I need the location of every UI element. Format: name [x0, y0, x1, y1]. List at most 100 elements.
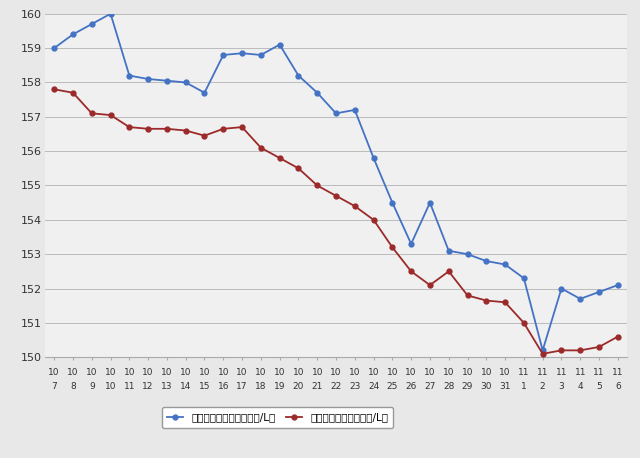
Text: 21: 21	[312, 382, 323, 391]
レギュラー看板価格（円/L）	[144, 76, 152, 82]
レギュラー実売価格円/L）	[201, 133, 209, 138]
レギュラー看板価格（円/L）	[351, 107, 358, 113]
Text: 10: 10	[67, 368, 79, 377]
レギュラー実売価格円/L）	[388, 245, 396, 250]
Text: 22: 22	[330, 382, 342, 391]
Text: 24: 24	[368, 382, 379, 391]
Text: 11: 11	[612, 368, 623, 377]
Text: 18: 18	[255, 382, 267, 391]
レギュラー実売価格円/L）	[257, 145, 265, 150]
レギュラー看板価格（円/L）	[107, 11, 115, 16]
レギュラー実売価格円/L）	[88, 110, 95, 116]
Text: 19: 19	[274, 382, 285, 391]
レギュラー看板価格（円/L）	[370, 155, 378, 161]
レギュラー看板価格（円/L）	[445, 248, 452, 254]
Text: 13: 13	[161, 382, 173, 391]
レギュラー実売価格円/L）	[332, 193, 340, 199]
レギュラー実売価格円/L）	[595, 344, 603, 349]
Text: 6: 6	[615, 382, 621, 391]
レギュラー看板価格（円/L）	[69, 32, 77, 37]
レギュラー実売価格円/L）	[144, 126, 152, 131]
Text: 10: 10	[49, 368, 60, 377]
レギュラー実売価格円/L）	[276, 155, 284, 161]
レギュラー看板価格（円/L）	[276, 42, 284, 47]
Text: 23: 23	[349, 382, 360, 391]
Text: 10: 10	[274, 368, 285, 377]
Text: 7: 7	[51, 382, 57, 391]
Text: 10: 10	[218, 368, 229, 377]
レギュラー看板価格（円/L）	[501, 262, 509, 267]
Text: 10: 10	[142, 368, 154, 377]
レギュラー実売価格円/L）	[614, 334, 621, 339]
Text: 10: 10	[405, 368, 417, 377]
Text: 11: 11	[518, 368, 530, 377]
Text: 16: 16	[218, 382, 229, 391]
レギュラー実売価格円/L）	[445, 268, 452, 274]
レギュラー実売価格円/L）	[501, 300, 509, 305]
Text: 25: 25	[387, 382, 398, 391]
Text: 4: 4	[577, 382, 583, 391]
Text: 28: 28	[443, 382, 454, 391]
レギュラー看板価格（円/L）	[539, 348, 547, 353]
レギュラー実売価格円/L）	[294, 165, 302, 171]
Text: 20: 20	[292, 382, 304, 391]
Legend: レギュラー看板価格（円/L）, レギュラー実売価格円/L）: レギュラー看板価格（円/L）, レギュラー実売価格円/L）	[163, 407, 393, 428]
Text: 15: 15	[199, 382, 211, 391]
レギュラー看板価格（円/L）	[220, 52, 227, 58]
レギュラー実売価格円/L）	[557, 348, 565, 353]
Text: 8: 8	[70, 382, 76, 391]
レギュラー看板価格（円/L）	[483, 258, 490, 264]
Text: 1: 1	[521, 382, 527, 391]
Text: 11: 11	[593, 368, 605, 377]
レギュラー看板価格（円/L）	[577, 296, 584, 302]
レギュラー実売価格円/L）	[125, 125, 133, 130]
Text: 10: 10	[124, 368, 135, 377]
レギュラー実売価格円/L）	[238, 125, 246, 130]
レギュラー看板価格（円/L）	[407, 241, 415, 246]
Text: 10: 10	[368, 368, 380, 377]
レギュラー実売価格円/L）	[351, 203, 358, 209]
レギュラー実売価格円/L）	[463, 293, 471, 298]
Text: 9: 9	[89, 382, 95, 391]
Text: 3: 3	[559, 382, 564, 391]
レギュラー実売価格円/L）	[520, 320, 528, 326]
レギュラー実売価格円/L）	[220, 126, 227, 131]
レギュラー看板価格（円/L）	[332, 110, 340, 116]
Text: 27: 27	[424, 382, 436, 391]
レギュラー看板価格（円/L）	[426, 200, 434, 205]
レギュラー看板価格（円/L）	[294, 73, 302, 78]
Text: 14: 14	[180, 382, 191, 391]
レギュラー実売価格円/L）	[163, 126, 171, 131]
Text: 10: 10	[312, 368, 323, 377]
レギュラー看板価格（円/L）	[238, 50, 246, 56]
Text: 11: 11	[575, 368, 586, 377]
Text: 10: 10	[499, 368, 511, 377]
レギュラー実売価格円/L）	[539, 351, 547, 356]
Text: 10: 10	[461, 368, 473, 377]
Text: 11: 11	[124, 382, 135, 391]
Line: レギュラー実売価格円/L）: レギュラー実売価格円/L）	[52, 87, 620, 356]
レギュラー実売価格円/L）	[69, 90, 77, 95]
Text: 10: 10	[105, 368, 116, 377]
レギュラー看板価格（円/L）	[88, 22, 95, 27]
レギュラー看板価格（円/L）	[201, 90, 209, 95]
Text: 10: 10	[236, 368, 248, 377]
Text: 10: 10	[387, 368, 398, 377]
レギュラー実売価格円/L）	[370, 217, 378, 223]
レギュラー看板価格（円/L）	[520, 275, 528, 281]
レギュラー実売価格円/L）	[407, 268, 415, 274]
Text: 10: 10	[199, 368, 211, 377]
レギュラー看板価格（円/L）	[388, 200, 396, 205]
Text: 10: 10	[292, 368, 304, 377]
Text: 11: 11	[556, 368, 567, 377]
Text: 5: 5	[596, 382, 602, 391]
レギュラー看板価格（円/L）	[257, 52, 265, 58]
レギュラー実売価格円/L）	[51, 87, 58, 92]
レギュラー看板価格（円/L）	[557, 286, 565, 291]
Text: 10: 10	[443, 368, 454, 377]
レギュラー看板価格（円/L）	[51, 45, 58, 51]
Text: 10: 10	[105, 382, 116, 391]
レギュラー看板価格（円/L）	[595, 289, 603, 294]
Text: 29: 29	[462, 382, 473, 391]
Text: 12: 12	[143, 382, 154, 391]
